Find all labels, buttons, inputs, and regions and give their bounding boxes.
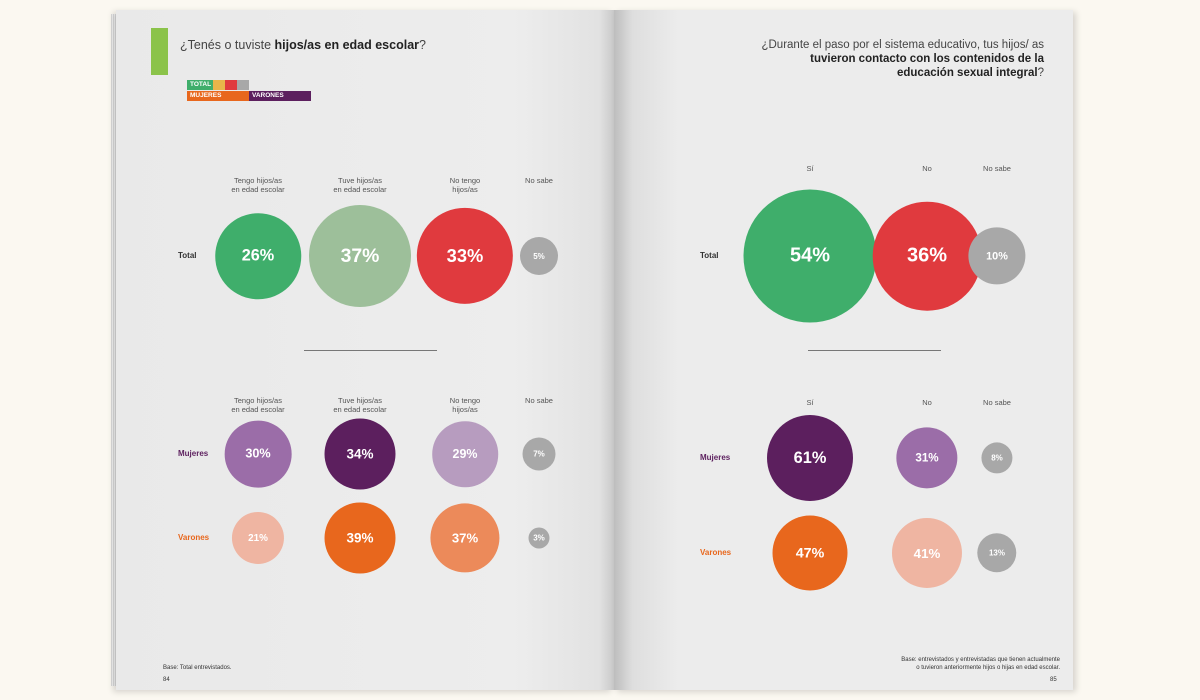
right-page-number: 85 [1050, 677, 1057, 683]
category-label: No [922, 398, 932, 407]
category-label: No sabe [983, 164, 1011, 173]
data-bubble: 61% [767, 415, 853, 501]
row-label-total: Total [700, 251, 719, 260]
category-label: No tengo hijos/as [449, 396, 481, 414]
green-tab-marker [151, 28, 168, 75]
data-bubble: 47% [772, 515, 848, 591]
row-label-varones: Varones [178, 533, 210, 542]
data-bubble: 26% [215, 213, 301, 299]
data-bubble: 33% [416, 207, 514, 305]
category-label: Sí [806, 164, 814, 173]
legend-total-swatch-grey [237, 80, 249, 90]
data-bubble: 3% [528, 527, 550, 549]
left-footnote: Base: Total entrevistados. [163, 665, 232, 671]
legend-varones: VARONES [249, 91, 311, 101]
row-label-total: Total [178, 251, 197, 260]
category-label: Tengo hijos/as en edad escolar [231, 176, 285, 194]
right-divider [808, 350, 941, 351]
row-label-mujeres: Mujeres [700, 453, 731, 462]
legend-total: TOTAL [187, 80, 213, 90]
legend-mujeres: MUJERES [187, 91, 249, 101]
category-label: Tengo hijos/as en edad escolar [231, 396, 285, 414]
data-bubble: 54% [743, 189, 877, 323]
left-page-number: 84 [163, 677, 170, 683]
data-bubble: 37% [430, 503, 500, 573]
data-bubble: 10% [968, 227, 1026, 285]
data-bubble: 7% [522, 437, 556, 471]
legend-total-swatch-red [225, 80, 237, 90]
category-label: Tuve hijos/as en edad escolar [333, 176, 387, 194]
category-label: No [922, 164, 932, 173]
data-bubble: 29% [432, 421, 498, 487]
data-bubble: 30% [224, 420, 292, 488]
data-bubble: 34% [324, 418, 396, 490]
category-label: No sabe [983, 398, 1011, 407]
right-title: ¿Durante el paso por el sistema educativ… [761, 39, 1044, 79]
left-title: ¿Tenés o tuviste hijos/as en edad escola… [180, 38, 426, 52]
category-label: No tengo hijos/as [449, 176, 481, 194]
row-label-mujeres: Mujeres [178, 449, 209, 458]
category-label: No sabe [525, 176, 553, 185]
right-footnote: Base: entrevistados y entrevistadas que … [901, 657, 1060, 671]
data-bubble: 37% [309, 205, 411, 307]
category-label: Sí [806, 398, 814, 407]
data-bubble: 39% [324, 502, 396, 574]
data-bubble: 21% [231, 511, 285, 565]
legend-total-swatch-yellow [213, 80, 225, 90]
data-bubble: 36% [872, 201, 982, 311]
data-bubble: 13% [977, 533, 1017, 573]
category-label: No sabe [525, 396, 553, 405]
data-bubble: 31% [896, 427, 958, 489]
left-divider [304, 350, 437, 351]
category-label: Tuve hijos/as en edad escolar [333, 396, 387, 414]
data-bubble: 41% [891, 517, 963, 589]
row-label-varones: Varones [700, 548, 732, 557]
data-bubble: 5% [520, 237, 558, 275]
data-bubble: 8% [981, 442, 1013, 474]
book-page-edge [111, 14, 117, 686]
